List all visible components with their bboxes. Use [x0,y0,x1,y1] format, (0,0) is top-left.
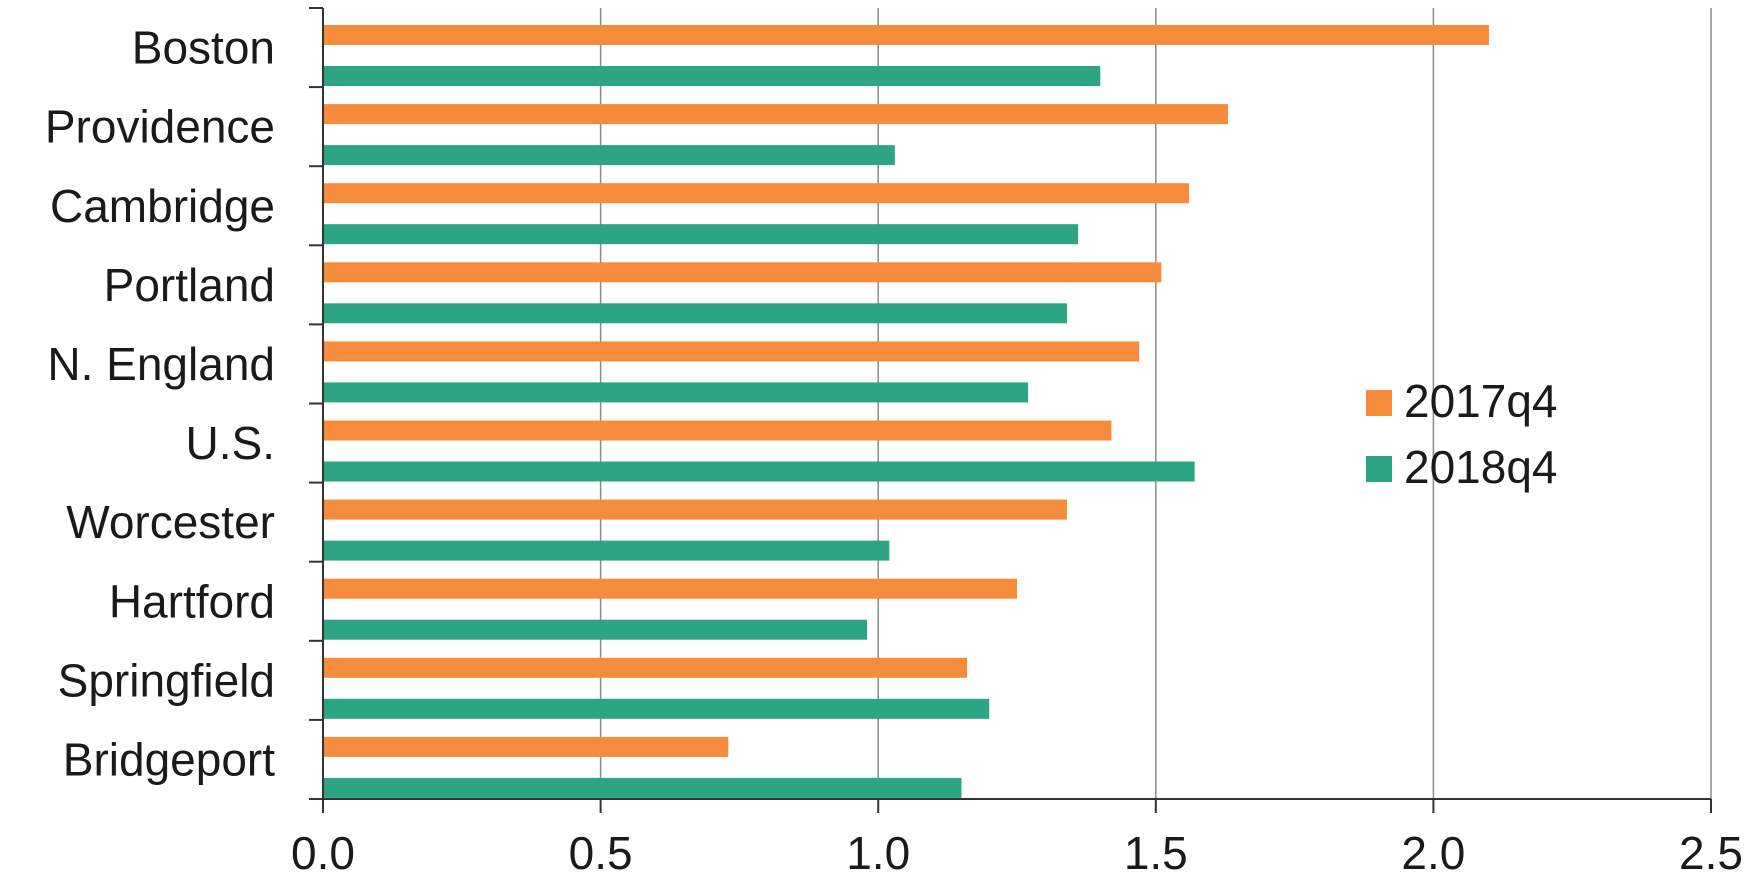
bar-2018q4 [323,540,890,561]
bar-2018q4 [323,698,990,719]
bar-2017q4 [323,420,1112,441]
bar-2017q4 [323,262,1162,283]
legend: 2017q4 2018q4 [1366,375,1558,493]
bar-2017q4 [323,25,1489,45]
category-label: N. England [47,338,275,390]
category-label: Portland [104,259,275,311]
legend-swatch [1366,390,1392,416]
legend-label: 2017q4 [1404,375,1558,427]
category-label: Boston [132,22,275,74]
category-label: Providence [45,101,275,153]
bar-2018q4 [323,145,895,166]
bar-2017q4 [323,736,729,757]
x-tick-label: 0.0 [291,827,355,879]
bar-2018q4 [323,382,1029,403]
bar-2017q4 [323,578,1017,599]
x-tick-labels: 0.0 0.5 1.0 1.5 2.0 2.5 [291,827,1743,879]
bars [323,25,1489,798]
bar-2018q4 [323,619,868,640]
bar-2018q4 [323,777,962,798]
x-tick-label: 1.5 [1124,827,1188,879]
bar-2017q4 [323,104,1228,125]
category-label: Cambridge [50,180,275,232]
y-tick-marks [309,7,323,800]
bar-2018q4 [323,66,1101,86]
legend-label: 2018q4 [1404,441,1558,493]
legend-swatch [1366,456,1392,482]
x-tick-label: 2.5 [1679,827,1743,879]
category-label: U.S. [186,417,275,469]
bar-2017q4 [323,657,968,678]
category-label: Springfield [58,654,275,706]
bar-2017q4 [323,341,1140,362]
category-labels: Boston Providence Cambridge Portland N. Engl… [45,22,275,786]
category-label: Worcester [66,496,275,548]
x-tick-label: 0.5 [569,827,633,879]
bar-2018q4 [323,303,1067,324]
category-label: Hartford [109,575,275,627]
bar-2017q4 [323,499,1067,520]
category-label: Bridgeport [63,733,275,785]
bar-2018q4 [323,461,1195,482]
bar-2017q4 [323,183,1190,204]
x-tick-marks [322,799,1712,813]
x-tick-label: 1.0 [846,827,910,879]
x-tick-label: 2.0 [1401,827,1465,879]
bar-2018q4 [323,224,1079,245]
